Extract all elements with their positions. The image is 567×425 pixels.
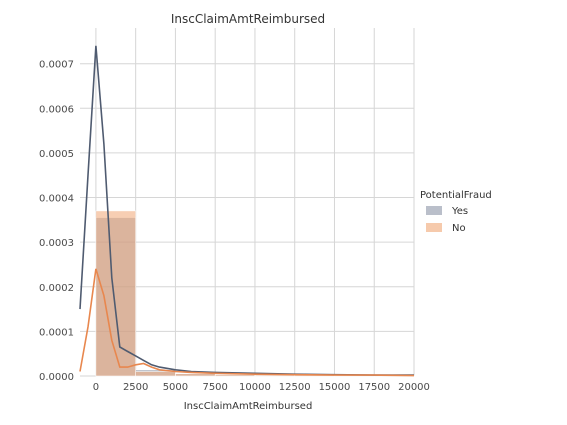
legend-swatch-no [426, 223, 442, 232]
bar-no [135, 371, 176, 377]
legend-title: PotentialFraud [420, 190, 492, 201]
y-tick-labels: 0.0000 0.0001 0.0002 0.0003 0.0004 0.0005 0.00… [39, 60, 74, 383]
y-tick-label: 0.0003 [39, 238, 74, 249]
bar-no [175, 373, 216, 377]
y-tick-label: 0.0004 [39, 194, 74, 205]
x-tick-label: 15000 [319, 382, 351, 393]
x-tick-label: 10000 [239, 382, 271, 393]
x-tick-label: 0 [93, 382, 99, 393]
kde-line-no [79, 268, 415, 377]
y-tick-label: 0.0000 [39, 372, 74, 383]
kde-lines [79, 45, 415, 377]
y-tick-label: 0.0001 [39, 327, 74, 338]
x-tick-label: 17500 [358, 382, 390, 393]
x-axis-label: InscClaimAmtReimbursed [184, 401, 313, 412]
legend-label-no: No [452, 223, 466, 234]
x-tick-label: 20000 [398, 382, 430, 393]
y-tick-label: 0.0006 [39, 104, 74, 115]
chart-title: InscClaimAmtReimbursed [171, 12, 325, 26]
x-tick-label: 12500 [279, 382, 311, 393]
x-tick-label: 5000 [163, 382, 188, 393]
x-tick-labels: 0 2500 5000 7500 10000 12500 15000 17500 20000 [93, 382, 430, 393]
y-tick-label: 0.0002 [39, 283, 74, 294]
x-tick-label: 2500 [123, 382, 148, 393]
legend: PotentialFraud Yes No [420, 190, 492, 234]
legend-label-yes: Yes [451, 206, 468, 217]
y-tick-label: 0.0005 [39, 149, 74, 160]
legend-swatch-yes [426, 206, 442, 215]
x-tick-label: 7500 [202, 382, 227, 393]
y-tick-label: 0.0007 [39, 60, 74, 71]
